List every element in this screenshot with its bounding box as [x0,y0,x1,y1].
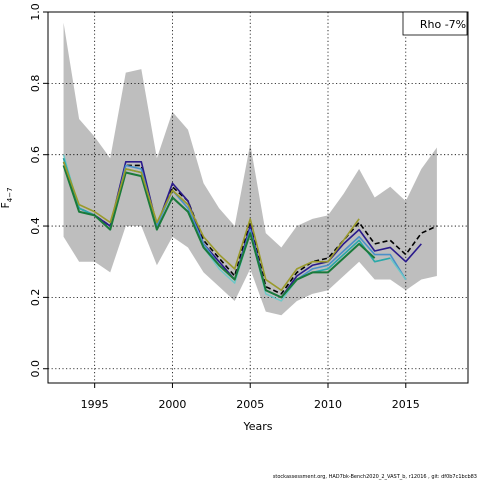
footer-credit: stockassessment.org, HAD7bk-Bench2020_2_… [273,474,477,480]
legend-box [402,11,468,36]
confidence-band [63,22,437,316]
x-tick-label-2010: 2010 [314,398,342,411]
x-tick-label-2005: 2005 [236,398,264,411]
series-line-5 [62,165,376,299]
y-tick-label-4: 0.8 [29,75,42,93]
y-tick-label-1: 0.2 [29,289,42,307]
y-tick-label-0: 0.0 [29,360,42,378]
y-tick-label-3: 0.6 [29,146,42,164]
series-layer [62,154,438,302]
x-axis-label: Years [242,420,272,433]
y-tick-label-2: 0.4 [29,217,42,235]
x-tick-label-2015: 2015 [392,398,420,411]
series-line-6 [62,161,360,292]
legend-text: Rho -7% [420,18,466,31]
y-axis-label-main: F [0,202,12,208]
plot-frame [47,11,469,384]
axis-layer: 1995 2000 2005 2010 2015 0.0 0.2 0.4 0.6 0.8 1.0 [29,3,469,411]
y-axis-label-subscript: 4−7 [6,187,14,202]
legend: Rho -7% [402,11,468,36]
y-axis-label: F4−7 [0,187,14,208]
y-tick-label-5: 1.0 [29,3,42,21]
confidence-band-layer [63,22,437,316]
x-tick-label-2000: 2000 [158,398,186,411]
x-tick-label-1995: 1995 [81,398,109,411]
